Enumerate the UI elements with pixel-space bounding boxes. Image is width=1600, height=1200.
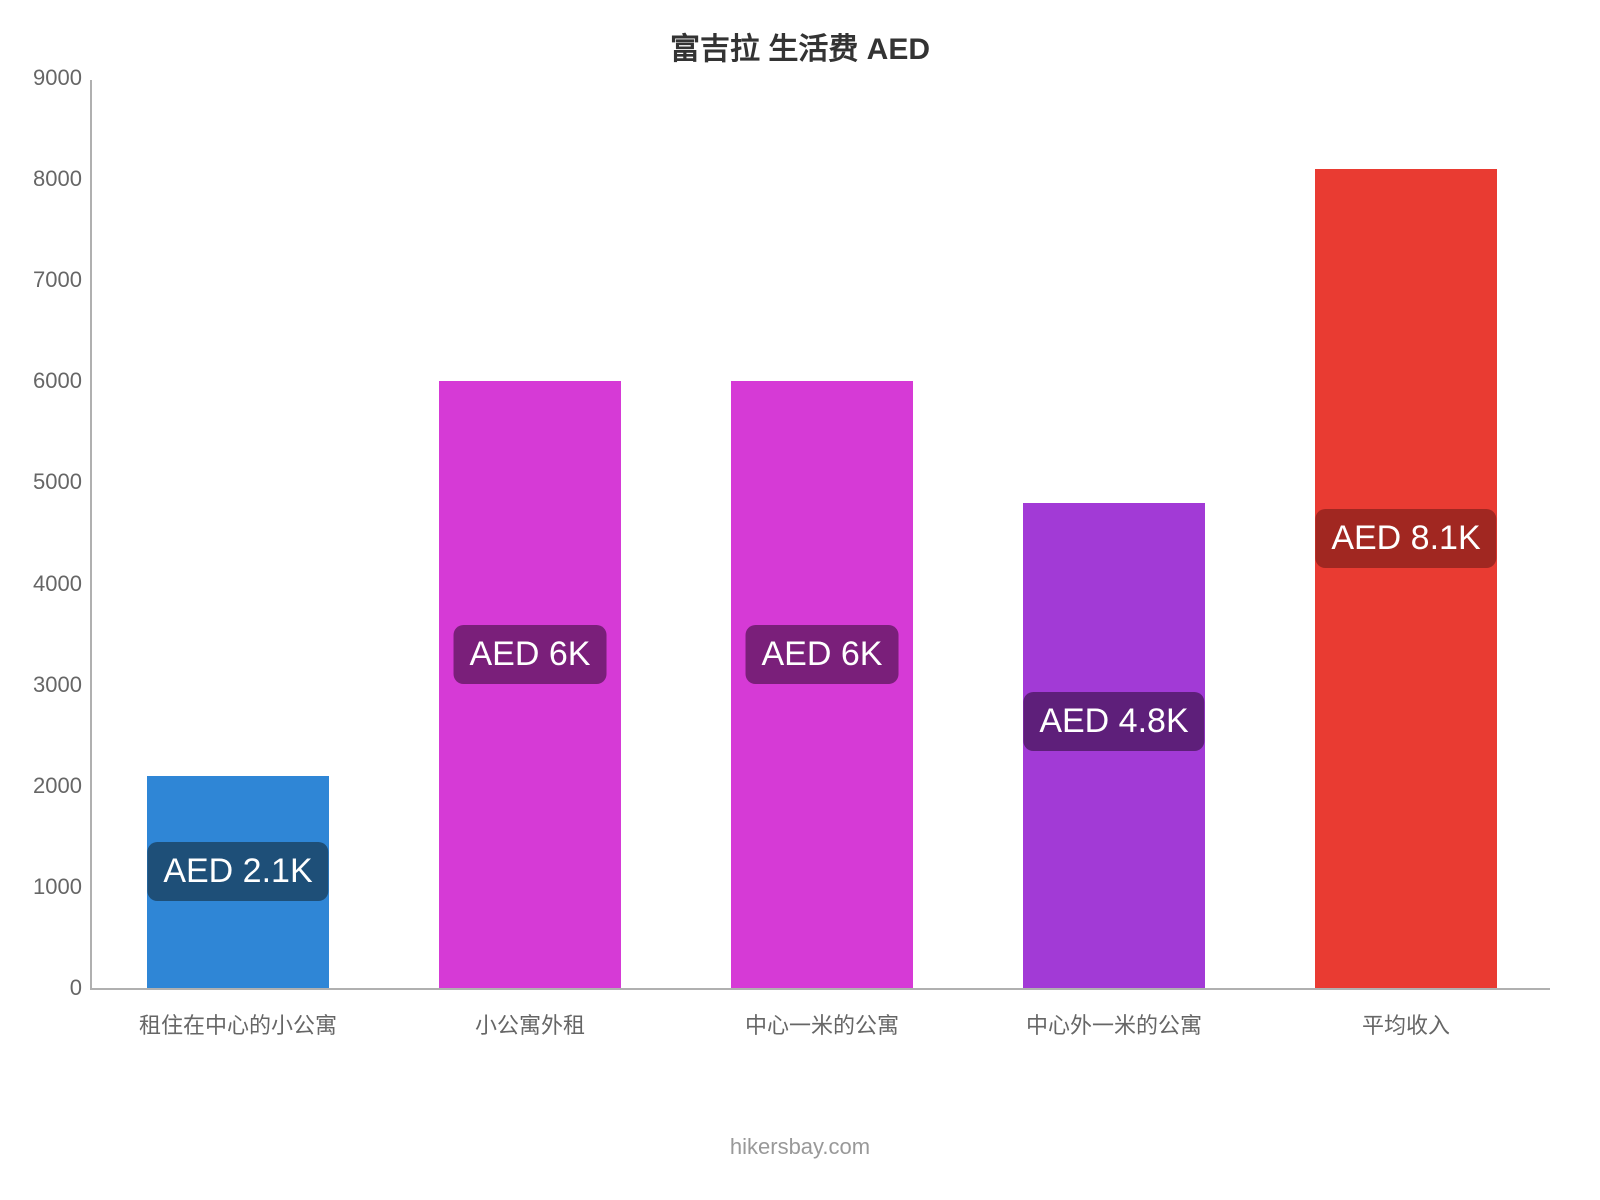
bar: AED 8.1K bbox=[1315, 169, 1496, 988]
bar-value-label: AED 6K bbox=[746, 625, 899, 684]
bar-value-label: AED 8.1K bbox=[1315, 509, 1496, 568]
bar-value-label: AED 6K bbox=[454, 625, 607, 684]
x-axis-category-label: 小公寓外租 bbox=[475, 988, 585, 1040]
x-axis-category-label: 租住在中心的小公寓 bbox=[139, 988, 337, 1040]
y-axis-tick-label: 7000 bbox=[33, 267, 92, 293]
y-axis-tick-label: 6000 bbox=[33, 368, 92, 394]
x-axis-category-label: 中心一米的公寓 bbox=[745, 988, 899, 1040]
bar: AED 2.1K bbox=[147, 776, 328, 988]
y-axis-tick-label: 4000 bbox=[33, 571, 92, 597]
cost-of-living-chart: 富吉拉 生活费 AED 0100020003000400050006000700… bbox=[0, 0, 1600, 1200]
plot-area: 0100020003000400050006000700080009000AED… bbox=[90, 80, 1550, 990]
y-axis-tick-label: 9000 bbox=[33, 65, 92, 91]
y-axis-tick-label: 2000 bbox=[33, 773, 92, 799]
chart-title: 富吉拉 生活费 AED bbox=[0, 24, 1600, 68]
x-axis-category-label: 平均收入 bbox=[1362, 988, 1450, 1040]
y-axis-tick-label: 3000 bbox=[33, 672, 92, 698]
y-axis-tick-label: 5000 bbox=[33, 469, 92, 495]
y-axis-tick-label: 1000 bbox=[33, 874, 92, 900]
bar-value-label: AED 4.8K bbox=[1023, 692, 1204, 751]
y-axis-tick-label: 8000 bbox=[33, 166, 92, 192]
bar: AED 6K bbox=[439, 381, 620, 988]
y-axis-tick-label: 0 bbox=[70, 975, 92, 1001]
bar: AED 4.8K bbox=[1023, 503, 1204, 988]
x-axis-category-label: 中心外一米的公寓 bbox=[1026, 988, 1202, 1040]
bar-value-label: AED 2.1K bbox=[147, 842, 328, 901]
bar: AED 6K bbox=[731, 381, 912, 988]
footer-credit: hikersbay.com bbox=[0, 1134, 1600, 1160]
